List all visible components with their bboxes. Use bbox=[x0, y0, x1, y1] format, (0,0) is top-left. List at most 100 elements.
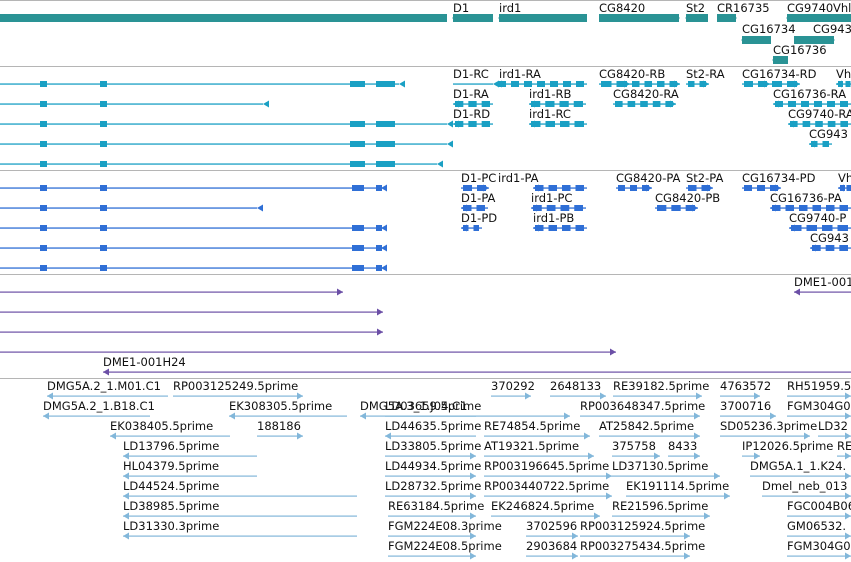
est-feature[interactable] bbox=[484, 435, 590, 437]
transcript-feature[interactable] bbox=[0, 123, 447, 125]
transcript-feature-exon[interactable] bbox=[827, 121, 836, 127]
transcript-feature-exon[interactable] bbox=[40, 141, 47, 147]
est-feature[interactable] bbox=[720, 395, 760, 397]
cds-feature-exon[interactable] bbox=[630, 185, 637, 191]
cds-feature-exon[interactable] bbox=[376, 245, 382, 251]
est-label[interactable]: 2903684 bbox=[526, 539, 578, 553]
est-label[interactable]: DMG5A.3_1.J04.C1 bbox=[360, 399, 468, 413]
cds-label[interactable]: ird1-PB bbox=[533, 211, 575, 225]
est-label[interactable]: LD03659.5prime bbox=[385, 399, 482, 413]
cds-feature-exon[interactable] bbox=[671, 205, 681, 211]
est-label[interactable]: LD44934.5prime bbox=[385, 459, 482, 473]
gene-label[interactable]: CG943 bbox=[813, 22, 851, 36]
transcript-label[interactable]: CG16736-RA bbox=[773, 87, 847, 101]
cds-feature-exon[interactable] bbox=[463, 185, 472, 191]
gene-feature[interactable] bbox=[686, 14, 708, 22]
est-feature[interactable] bbox=[123, 455, 257, 457]
cds-feature-exon[interactable] bbox=[560, 205, 570, 211]
cds-feature[interactable] bbox=[770, 207, 851, 209]
est-label[interactable]: HL04379.5prime bbox=[123, 459, 220, 473]
est-feature[interactable] bbox=[612, 455, 660, 457]
est-label[interactable]: RH51959.5 bbox=[787, 379, 851, 393]
transcript-feature-exon[interactable] bbox=[455, 101, 464, 107]
transcript-feature-exon[interactable] bbox=[845, 81, 851, 87]
est-feature[interactable] bbox=[388, 555, 476, 557]
cds-feature-exon[interactable] bbox=[618, 185, 625, 191]
est-feature[interactable] bbox=[787, 555, 851, 557]
cds-feature-exon[interactable] bbox=[772, 205, 781, 211]
transcript-label[interactable]: CG943 bbox=[809, 127, 848, 141]
transcript-feature-exon[interactable] bbox=[350, 141, 365, 147]
est-feature[interactable] bbox=[491, 515, 600, 517]
est-feature[interactable] bbox=[720, 435, 810, 437]
transcript-label[interactable]: Vh bbox=[836, 67, 851, 81]
cds-feature-exon[interactable] bbox=[100, 205, 107, 211]
transcript-feature-exon[interactable] bbox=[574, 121, 585, 127]
transcript-feature[interactable] bbox=[529, 123, 587, 125]
transcript-feature-exon[interactable] bbox=[802, 121, 811, 127]
cds-feature-exon[interactable] bbox=[837, 225, 849, 231]
cds-label[interactable]: Vh bbox=[838, 171, 851, 185]
est-label[interactable]: LD28732.5prime bbox=[385, 479, 482, 493]
transcript-feature-exon[interactable] bbox=[652, 101, 661, 107]
transcript-feature-exon[interactable] bbox=[481, 121, 490, 127]
cds-feature-exon[interactable] bbox=[352, 185, 364, 191]
est-feature[interactable] bbox=[613, 395, 702, 397]
est-label[interactable]: 188186 bbox=[257, 419, 301, 433]
transcript-feature-exon[interactable] bbox=[576, 81, 584, 87]
cds-feature[interactable] bbox=[0, 267, 381, 269]
cds-label[interactable]: St2-PA bbox=[686, 171, 724, 185]
transcript-feature[interactable] bbox=[453, 83, 493, 85]
transcript-feature-exon[interactable] bbox=[814, 101, 822, 107]
est-label[interactable]: EK308305.5prime bbox=[229, 399, 333, 413]
est-label[interactable]: EK038405.5prime bbox=[110, 419, 214, 433]
cds-feature-exon[interactable] bbox=[548, 225, 558, 231]
cdna-feature[interactable] bbox=[0, 291, 343, 293]
transcript-feature[interactable] bbox=[742, 83, 770, 85]
cds-feature[interactable] bbox=[0, 187, 381, 189]
transcript-label[interactable]: ird1-RA bbox=[499, 67, 541, 81]
transcript-feature-exon[interactable] bbox=[744, 81, 753, 87]
est-feature[interactable] bbox=[750, 475, 851, 477]
est-feature[interactable] bbox=[173, 395, 303, 397]
transcript-label[interactable]: ird1-RB bbox=[529, 87, 572, 101]
transcript-feature-exon[interactable] bbox=[511, 81, 519, 87]
est-feature[interactable] bbox=[123, 495, 357, 497]
est-label[interactable]: LD31330.3prime bbox=[123, 519, 220, 533]
cds-feature-exon[interactable] bbox=[546, 205, 556, 211]
transcript-feature-exon[interactable] bbox=[100, 81, 107, 87]
cdna-label[interactable]: DME1-001H24 bbox=[103, 355, 186, 369]
transcript-feature[interactable] bbox=[0, 103, 263, 105]
transcript-feature[interactable] bbox=[836, 83, 851, 85]
transcript-feature-exon[interactable] bbox=[616, 81, 628, 87]
est-feature[interactable] bbox=[47, 395, 168, 397]
cds-feature-exon[interactable] bbox=[376, 185, 382, 191]
est-label[interactable]: 375758 bbox=[612, 439, 656, 453]
cds-feature-exon[interactable] bbox=[533, 205, 542, 211]
cds-feature-exon[interactable] bbox=[688, 185, 697, 191]
cds-feature[interactable] bbox=[461, 227, 482, 229]
cds-feature-exon[interactable] bbox=[40, 225, 47, 231]
cds-feature-exon[interactable] bbox=[839, 245, 848, 251]
transcript-feature-exon[interactable] bbox=[801, 101, 809, 107]
transcript-label[interactable]: D1-RC bbox=[453, 67, 489, 81]
transcript-feature-exon[interactable] bbox=[788, 101, 796, 107]
cds-label[interactable]: CG16736-PA bbox=[770, 191, 842, 205]
est-feature[interactable] bbox=[388, 535, 476, 537]
cds-feature-exon[interactable] bbox=[657, 205, 667, 211]
cds-feature-exon[interactable] bbox=[701, 185, 711, 191]
transcript-feature-exon[interactable] bbox=[481, 101, 490, 107]
est-feature[interactable] bbox=[484, 455, 594, 457]
transcript-feature[interactable] bbox=[0, 83, 399, 85]
cdna-feature[interactable] bbox=[0, 351, 616, 353]
cds-feature-exon[interactable] bbox=[100, 245, 107, 251]
gene-feature[interactable] bbox=[787, 14, 851, 22]
transcript-feature-exon[interactable] bbox=[545, 101, 555, 107]
est-label[interactable]: FGM304G0 bbox=[787, 399, 851, 413]
cds-feature-exon[interactable] bbox=[535, 185, 544, 191]
gene-label[interactable]: CG16736 bbox=[773, 43, 827, 57]
est-feature[interactable] bbox=[123, 515, 357, 517]
transcript-feature-exon[interactable] bbox=[531, 121, 541, 127]
est-feature[interactable] bbox=[599, 435, 700, 437]
cds-feature-exon[interactable] bbox=[757, 185, 765, 191]
